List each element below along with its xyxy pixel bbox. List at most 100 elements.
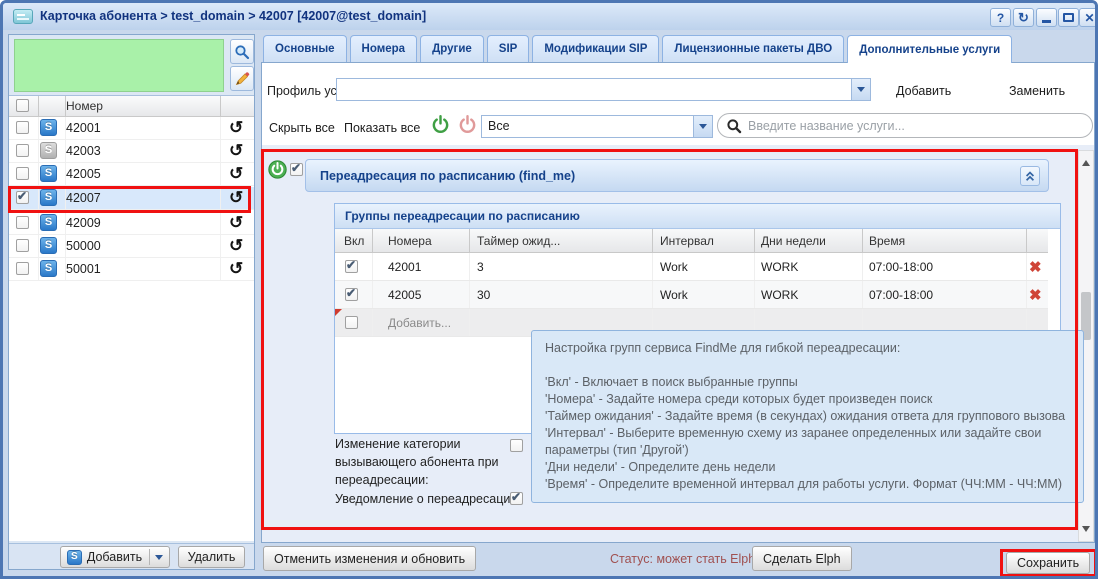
save-label: Сохранить: [1017, 556, 1080, 570]
service-search-input[interactable]: [748, 118, 1084, 133]
select-all-checkbox[interactable]: [16, 99, 29, 112]
scroll-thumb[interactable]: [1081, 292, 1091, 340]
change-category-checkbox[interactable]: [510, 439, 523, 452]
row-checkbox[interactable]: [16, 239, 29, 252]
history-icon[interactable]: [229, 119, 247, 137]
group-enabled-checkbox[interactable]: [345, 258, 358, 273]
tab-license-packages[interactable]: Лицензионные пакеты ДВО: [662, 35, 845, 62]
subscriber-row-50001[interactable]: 50001: [9, 258, 254, 281]
collapse-chevrons-icon: [1025, 171, 1035, 181]
quick-search-box[interactable]: [14, 39, 224, 92]
col-timer: Таймер ожид...: [477, 234, 561, 248]
tab-main[interactable]: Основные: [263, 35, 347, 62]
subscriber-row-42007[interactable]: 42007: [9, 187, 254, 210]
delete-row-icon[interactable]: [1029, 258, 1047, 276]
combobox-trigger[interactable]: [851, 79, 870, 100]
tab-numbers[interactable]: Номера: [349, 35, 418, 62]
row-checkbox[interactable]: [16, 262, 29, 275]
col-numbers: Номера: [388, 234, 432, 248]
history-icon[interactable]: [229, 189, 247, 207]
row-checkbox[interactable]: [16, 144, 29, 157]
dirty-cell-marker: [335, 309, 342, 316]
history-icon[interactable]: [229, 165, 247, 183]
cancel-refresh-label: Отменить изменения и обновить: [274, 551, 466, 566]
sip-subscriber-icon: [40, 189, 57, 206]
service-enabled-checkbox[interactable]: [290, 161, 303, 176]
sip-subscriber-icon: [40, 165, 57, 182]
group-row-2[interactable]: 42005 30 Work WORK 07:00-18:00: [335, 281, 1048, 309]
status-text: Статус: может стать Elph: [610, 552, 756, 566]
enable-all-power-icon[interactable]: [431, 115, 450, 134]
category-value: Все: [488, 119, 510, 133]
history-icon[interactable]: [229, 214, 247, 232]
service-power-icon[interactable]: [268, 160, 287, 179]
close-button[interactable]: [1079, 8, 1095, 27]
history-icon[interactable]: [229, 260, 247, 278]
add-row-label: Добавить...: [388, 316, 452, 330]
group-timer: 30: [477, 288, 491, 302]
tab-sip-modifications[interactable]: Модификации SIP: [532, 35, 660, 62]
scroll-up-arrow[interactable]: [1082, 156, 1090, 166]
subscriber-list-toolbar: Добавить Удалить: [9, 543, 254, 569]
group-row-1[interactable]: 42001 3 Work WORK 07:00-18:00: [335, 253, 1048, 281]
hide-all-link[interactable]: Скрыть все: [269, 121, 335, 135]
subscriber-row-42005[interactable]: 42005: [9, 163, 254, 186]
profile-add-link[interactable]: Добавить: [896, 84, 952, 98]
service-search-field[interactable]: [717, 113, 1093, 138]
tab-additional-services[interactable]: Дополнительные услуги: [847, 35, 1013, 63]
add-subscriber-button[interactable]: Добавить: [60, 546, 170, 568]
history-icon[interactable]: [229, 237, 247, 255]
cancel-refresh-button[interactable]: Отменить изменения и обновить: [263, 546, 477, 571]
subscriber-row-50000[interactable]: 50000: [9, 235, 254, 258]
scroll-down-arrow[interactable]: [1082, 526, 1090, 536]
subscriber-list-header: Номер: [9, 96, 254, 117]
save-button[interactable]: Сохранить: [1006, 552, 1091, 574]
notify-forwarding-checkbox[interactable]: [510, 490, 523, 505]
forwarding-groups-header: Группы переадресации по расписанию: [335, 204, 1060, 229]
maximize-button[interactable]: [1058, 8, 1079, 27]
delete-subscriber-button[interactable]: Удалить: [178, 546, 245, 568]
subscriber-number: 50000: [66, 239, 101, 253]
minimize-button[interactable]: [1036, 8, 1057, 27]
delete-subscriber-label: Удалить: [187, 550, 236, 564]
forwarding-groups-title: Группы переадресации по расписанию: [345, 209, 580, 223]
help-button[interactable]: [990, 8, 1011, 27]
service-profile-combobox[interactable]: [336, 78, 871, 101]
group-weekdays: WORK: [761, 288, 799, 302]
delete-row-icon[interactable]: [1029, 286, 1047, 304]
show-all-link[interactable]: Показать все: [344, 121, 421, 135]
service-category-combobox[interactable]: Все: [481, 115, 713, 138]
chevron-down-icon[interactable]: [155, 554, 164, 564]
subscriber-row-42009[interactable]: 42009: [9, 212, 254, 235]
subscriber-row-42001[interactable]: 42001: [9, 117, 254, 140]
group-enabled-checkbox[interactable]: [345, 316, 358, 329]
service-title: Переадресация по расписанию (find_me): [320, 169, 576, 183]
tab-other[interactable]: Другие: [420, 35, 484, 62]
search-icon: [235, 44, 250, 59]
window-title: Карточка абонента > test_domain > 42007 …: [40, 9, 427, 23]
col-interval: Интервал: [660, 234, 714, 248]
disable-all-power-icon[interactable]: [458, 115, 477, 134]
history-icon[interactable]: [229, 142, 247, 160]
row-checkbox[interactable]: [16, 189, 29, 204]
col-enabled: Вкл: [344, 234, 365, 248]
subscriber-row-42003[interactable]: 42003: [9, 140, 254, 163]
collapse-button[interactable]: [1020, 166, 1040, 186]
refresh-button[interactable]: [1013, 8, 1034, 27]
group-enabled-checkbox[interactable]: [345, 286, 358, 301]
tab-sip[interactable]: SIP: [486, 35, 530, 62]
group-interval: Work: [660, 288, 688, 302]
combobox-trigger[interactable]: [693, 116, 712, 137]
service-profile-label: Профиль услуг:: [267, 84, 359, 98]
notify-forwarding-label: Уведомление о переадресации:: [335, 492, 521, 506]
search-button[interactable]: [230, 39, 254, 64]
service-profile-input[interactable]: [337, 79, 851, 100]
row-checkbox[interactable]: [16, 121, 29, 134]
chevron-down-icon: [857, 87, 865, 96]
row-checkbox[interactable]: [16, 216, 29, 229]
row-checkbox[interactable]: [16, 167, 29, 180]
make-elph-button[interactable]: Сделать Elph: [752, 546, 852, 571]
edit-button[interactable]: [230, 66, 254, 91]
tab-bar: Основные Номера Другие SIP Модификации S…: [263, 35, 1013, 63]
profile-replace-link[interactable]: Заменить: [1009, 84, 1066, 98]
